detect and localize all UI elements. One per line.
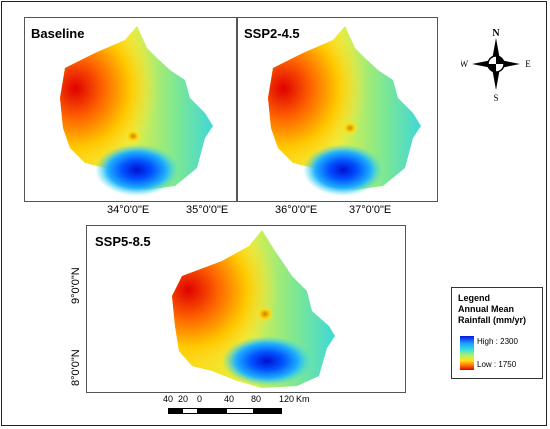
x-tick-label: 34°0'0"E [107, 204, 150, 216]
compass-w: W [461, 59, 469, 69]
panel-title: SSP5-8.5 [95, 234, 151, 249]
x-tick-label: 35°0'0"E [186, 204, 229, 216]
legend-subtitle: Annual Mean [458, 304, 515, 314]
rainfall-map-baseline [60, 26, 213, 196]
scale-label: 40 [224, 394, 235, 404]
scale-label: 80 [251, 394, 262, 404]
panel-ssp245: SSP2-4.5 [237, 17, 438, 202]
legend-subtitle: Rainfall (mm/yr) [458, 315, 527, 325]
north-arrow-icon: N S W E [460, 26, 532, 103]
scale-unit: Km [296, 394, 310, 404]
scale-label: 0 [197, 394, 203, 404]
x-tick-label: 37°0'0"E [349, 204, 392, 216]
legend-high-label: High : 2300 [477, 337, 518, 346]
panel-title: Baseline [31, 26, 85, 41]
panel-ssp585: SSP5-8.5 [86, 225, 406, 393]
panel-baseline: Baseline [24, 17, 237, 202]
legend-title: Legend [458, 293, 491, 303]
x-tick-label: 36°0'0"E [275, 204, 318, 216]
compass-s: S [493, 93, 498, 102]
y-tick-label: 8°0'0"N [70, 349, 82, 386]
scale-label: 120 [279, 394, 295, 404]
legend-color-ramp [460, 336, 474, 370]
legend-box: Legend Annual Mean Rainfall (mm/yr) High… [451, 287, 543, 379]
rainfall-map-ssp585 [172, 230, 335, 388]
scale-label: 20 [178, 394, 189, 404]
rainfall-map-ssp245 [268, 26, 421, 196]
panel-title: SSP2-4.5 [244, 26, 300, 41]
compass-n: N [492, 28, 500, 39]
legend-low-label: Low : 1750 [477, 360, 517, 369]
scale-label: 40 [163, 394, 174, 404]
y-tick-label: 9°0'0"N [70, 267, 82, 304]
compass-e: E [525, 59, 531, 69]
